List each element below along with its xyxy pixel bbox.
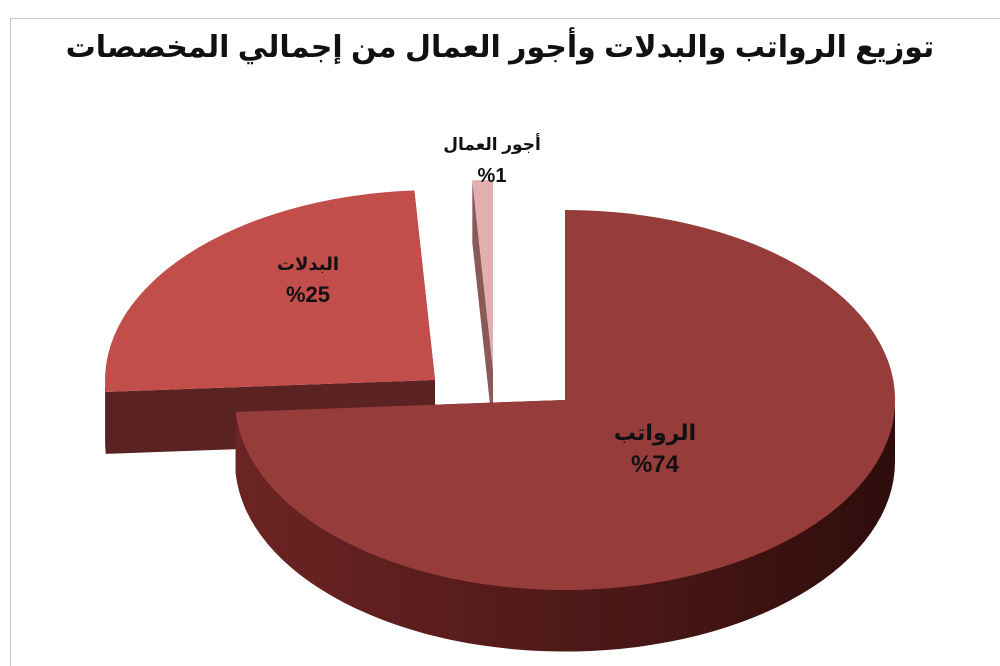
pie-slice-top-0 bbox=[235, 210, 896, 590]
pie-slice-side-0 bbox=[235, 400, 895, 652]
pie-slice-0 bbox=[235, 210, 896, 652]
pie-slice-side-1 bbox=[105, 380, 106, 454]
pie-slice-wall-2-0 bbox=[472, 180, 493, 432]
pie-slice-2 bbox=[472, 180, 493, 432]
chart-title: توزيع الرواتب والبدلات وأجور العمال من إ… bbox=[65, 31, 935, 64]
slice-label-1: البدلات bbox=[277, 254, 339, 274]
slice-value-0: %74 bbox=[631, 451, 680, 478]
slice-label-0: الرواتب bbox=[614, 420, 696, 446]
slice-label-2: أجور العمال bbox=[443, 133, 541, 155]
pie-slice-top-1 bbox=[105, 190, 435, 392]
slice-value-1: %25 bbox=[286, 282, 330, 307]
slice-value-2: %1 bbox=[478, 165, 507, 187]
pie-slice-top-2 bbox=[472, 180, 493, 370]
